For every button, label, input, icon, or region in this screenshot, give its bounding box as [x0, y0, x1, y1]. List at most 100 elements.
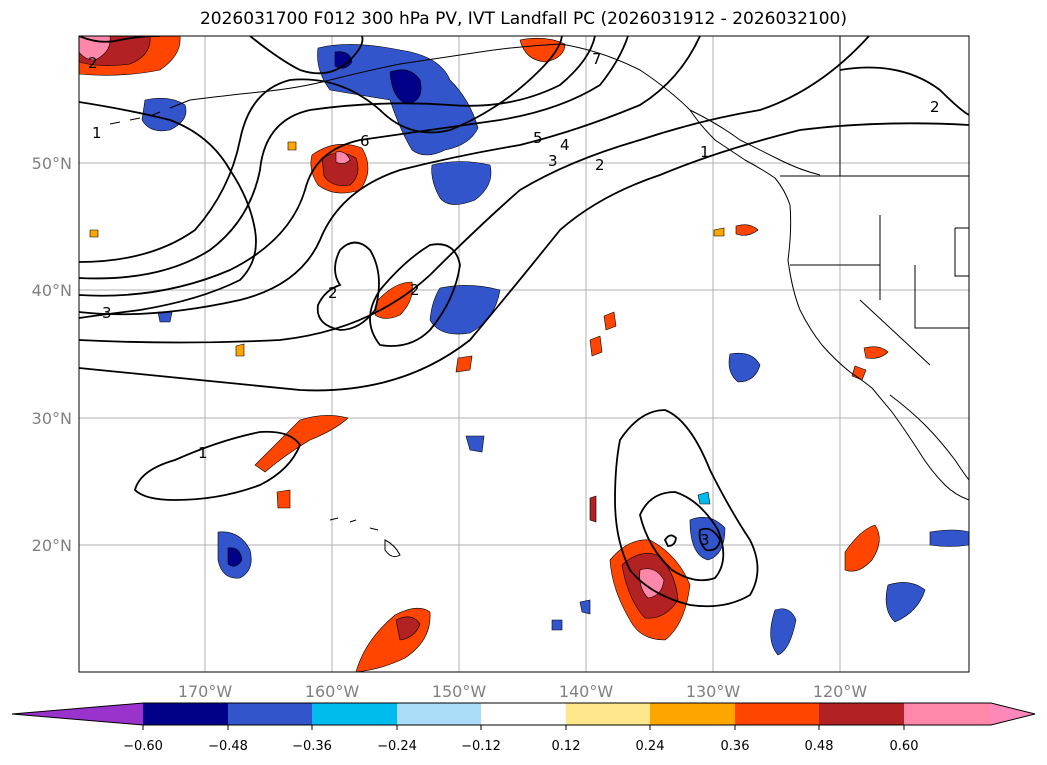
contour-5: [79, 36, 596, 280]
colorbar-segment: [228, 703, 312, 725]
anomaly-small-b: [603, 311, 617, 331]
colorbar-tick-label: −0.60: [123, 739, 163, 754]
contour-3-hawaii-side: [698, 527, 721, 552]
colorbar-tick-label: −0.48: [208, 739, 248, 754]
contour-1-subtrop: [134, 430, 302, 501]
contour-label: 2: [595, 156, 605, 174]
colorbar-outline: [11, 702, 1036, 726]
positive-pv-anomalies: [79, 36, 889, 672]
contour-label: 2: [930, 98, 940, 116]
anomaly-bc-coast: [735, 224, 759, 236]
longitude-labels: 170°W 160°W 150°W 140°W 130°W 120°W: [178, 682, 868, 700]
contour-labels: 1 1 1 2 2 2 2 3 3 4 5 6 7 2 3: [88, 50, 940, 549]
colorbar-extend-low: [12, 703, 143, 725]
contour-label: 1: [700, 143, 710, 161]
colorbar-segment: [819, 703, 904, 725]
contour-label: 7: [592, 50, 602, 68]
anomaly-se-strip: [770, 608, 797, 656]
contour-7: [249, 36, 364, 75]
lat-label: 40°N: [32, 281, 72, 300]
contour-label: 2: [410, 281, 420, 299]
colorbar-tick-label: −0.36: [292, 739, 332, 754]
anomaly-small-2: [157, 311, 173, 323]
anomaly-subtrop-band: [254, 415, 349, 473]
lat-label: 50°N: [32, 154, 72, 173]
contour-label: 1: [198, 444, 208, 462]
colorbar-tick-label: 0.60: [890, 739, 919, 754]
contour-3-hawaii-core: [663, 534, 677, 547]
contour-2-northeast: [839, 66, 969, 116]
anomaly-small-g: [89, 229, 99, 238]
colorbar-segment: [735, 703, 819, 725]
lat-label: 30°N: [32, 409, 72, 428]
colorbar-segment: [397, 703, 481, 725]
colorbar-segment: [650, 703, 735, 725]
ivt-contours: [79, 36, 969, 608]
map-background: [79, 36, 969, 672]
anomaly-central-red: [374, 281, 413, 319]
anomaly-small-1: [465, 435, 485, 453]
anomaly-central-pacific: [429, 285, 501, 335]
contour-label: 4: [560, 136, 570, 154]
colorbar-segment: [566, 703, 650, 725]
colorbar-segment: [143, 703, 228, 725]
colorbar-extend-high: [991, 703, 1035, 725]
map-panel: 1 1 1 2 2 2 2 3 3 4 5 6 7 2 3 50°N 40°N …: [32, 35, 970, 700]
baja: [871, 387, 969, 501]
aleutians: [109, 99, 191, 125]
latitude-labels: 50°N 40°N 30°N 20°N: [32, 154, 72, 555]
colorbar-tick-labels: −0.60 −0.48 −0.36 −0.24 −0.12 0.12 0.24 …: [123, 739, 918, 754]
contour-label: 5: [533, 129, 543, 147]
anomaly-mexico-offshore: [885, 582, 926, 623]
anomaly-gulf-alaska-core: [389, 69, 422, 105]
contour-2-lower-loop: [369, 243, 461, 347]
map-frame: [78, 35, 970, 673]
colorbar-tick-label: −0.12: [461, 739, 501, 754]
state-borders: [790, 215, 969, 366]
anomaly-small-a: [589, 335, 603, 357]
contour-label: 2: [328, 284, 338, 302]
anomaly-small-d: [276, 489, 291, 509]
colorbar-segment: [481, 703, 566, 725]
contour-1-hawaii: [614, 409, 759, 608]
us-west-coast: [787, 204, 873, 389]
lon-label: 170°W: [178, 682, 233, 700]
anomaly-small-h: [287, 141, 297, 151]
anomaly-small-j: [713, 227, 725, 237]
lon-label: 140°W: [559, 682, 614, 700]
anomaly-small-5: [697, 491, 711, 505]
contour-label: 3: [548, 152, 558, 170]
contour-2-loop: [316, 241, 380, 331]
contour-label: 2: [88, 54, 98, 72]
colorbar-segment: [904, 703, 991, 725]
contour-1-main: [79, 122, 969, 392]
lon-label: 130°W: [686, 682, 741, 700]
anomaly-small-c: [455, 355, 473, 373]
colorbar-segments: [12, 703, 1035, 725]
colorbar-tick-label: 0.12: [552, 739, 581, 754]
anomaly-south-central-inner: [395, 616, 421, 641]
anomaly-bc-offshore: [431, 161, 492, 205]
contour-label: 6: [360, 132, 370, 150]
colorbar-tick-label: 0.24: [636, 739, 665, 754]
lon-label: 150°W: [432, 682, 487, 700]
anomaly-hawaii-west-core: [227, 547, 243, 567]
anomaly-baja-offshore: [844, 524, 880, 572]
contour-label: 3: [700, 531, 710, 549]
contour-1-north: [79, 101, 257, 319]
gulf-california: [889, 394, 969, 481]
lat-label: 20°N: [32, 536, 72, 555]
anomaly-small-3: [579, 599, 591, 615]
lon-label: 120°W: [813, 682, 868, 700]
contour-6: [79, 36, 563, 263]
colorbar-tick-label: 0.36: [721, 739, 750, 754]
gridlines: [79, 36, 969, 672]
anomaly-small-f: [235, 343, 245, 357]
anomaly-ca-coast-1: [863, 346, 889, 359]
contour-label: 3: [102, 304, 112, 322]
anomaly-alaska-pen-core: [335, 151, 351, 164]
lon-label: 160°W: [305, 682, 360, 700]
colorbar-tick-label: −0.24: [377, 739, 417, 754]
colorbar-segment: [312, 703, 397, 725]
anomaly-small-e: [589, 495, 597, 523]
